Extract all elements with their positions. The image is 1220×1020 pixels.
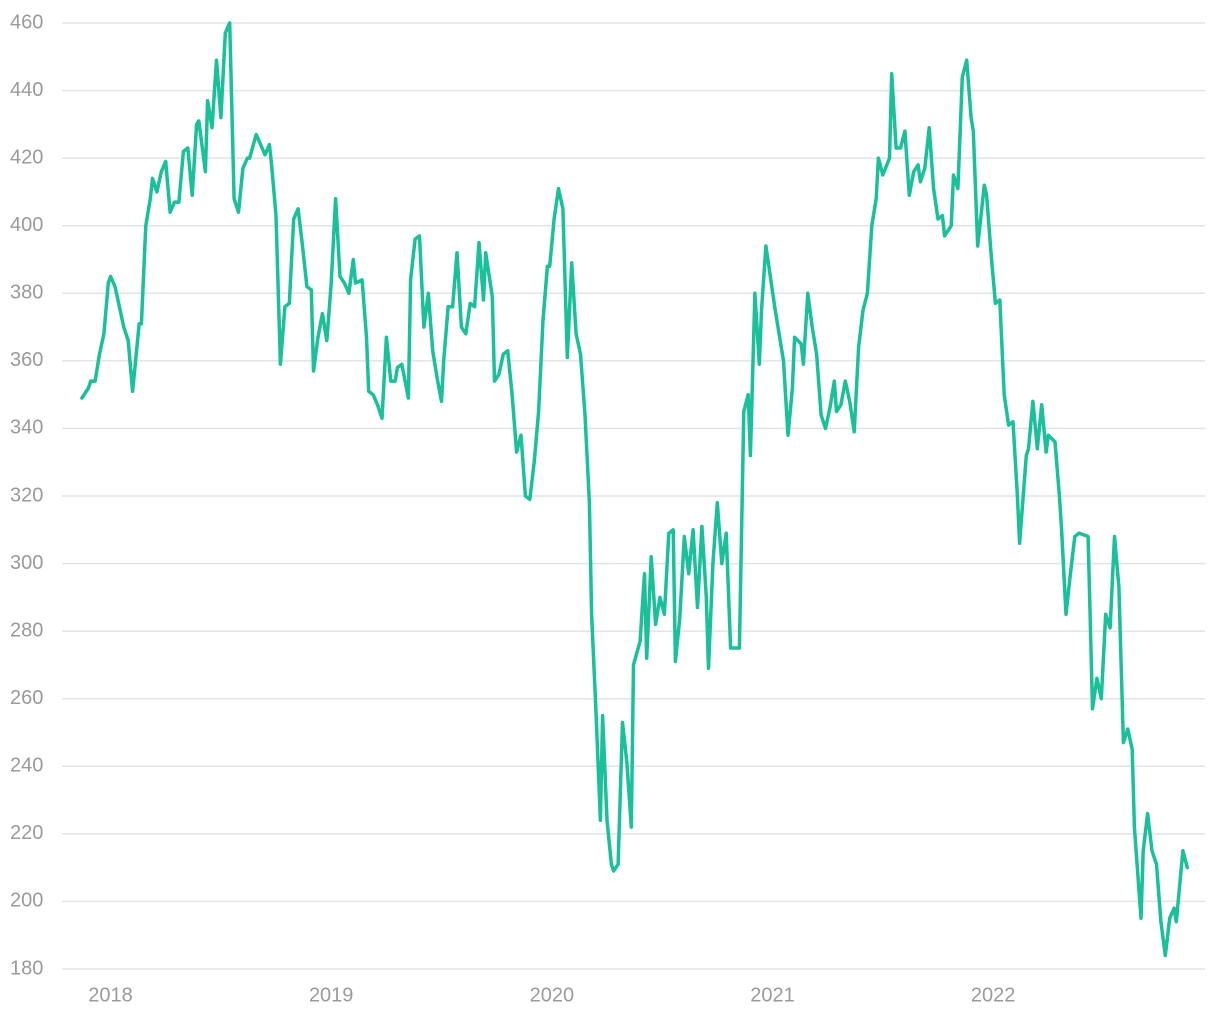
- y-tick-label: 220: [10, 822, 43, 844]
- y-tick-label: 200: [10, 890, 43, 912]
- y-tick-label: 440: [10, 79, 43, 101]
- x-tick-label: 2018: [88, 984, 133, 1006]
- y-tick-label: 400: [10, 214, 43, 236]
- y-tick-label: 240: [10, 755, 43, 777]
- x-tick-label: 2022: [971, 984, 1016, 1006]
- y-tick-label: 380: [10, 282, 43, 304]
- y-tick-label: 420: [10, 146, 43, 168]
- line: [80, 21, 1190, 958]
- y-tick-label: 360: [10, 349, 43, 371]
- x-tick-label: 2019: [309, 984, 354, 1006]
- x-tick-label: 2020: [530, 984, 575, 1006]
- y-tick-label: 260: [10, 687, 43, 709]
- y-tick-label: 280: [10, 619, 43, 641]
- y-tick-label: 180: [10, 957, 43, 979]
- x-tick-label: 2021: [750, 984, 795, 1006]
- y-tick-label: 460: [10, 11, 43, 33]
- y-tick-label: 320: [10, 484, 43, 506]
- y-tick-label: 300: [10, 552, 43, 574]
- y-tick-label: 340: [10, 417, 43, 439]
